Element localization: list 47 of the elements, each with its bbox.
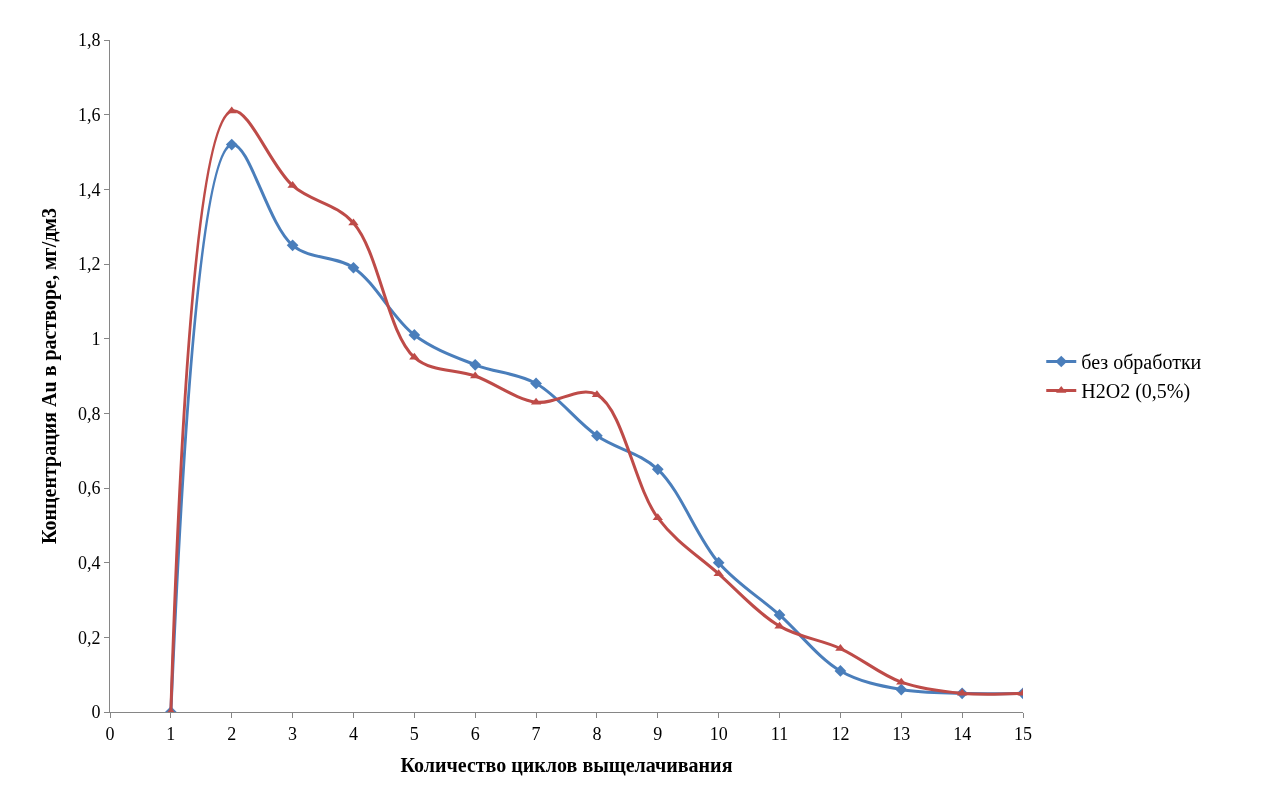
point xyxy=(713,569,724,577)
point xyxy=(286,239,299,252)
x-tick-label: 10 xyxy=(709,723,728,744)
point xyxy=(834,665,847,677)
y-tick-label: 0,2 xyxy=(77,627,101,648)
x-axis-title: Количество циклов выщелачивания xyxy=(400,754,733,777)
point xyxy=(652,513,663,521)
point xyxy=(348,218,359,226)
y-tick-label: 0,6 xyxy=(77,478,101,499)
x-tick-label: 2 xyxy=(227,723,237,744)
point xyxy=(408,329,421,341)
x-tick-label: 4 xyxy=(348,723,358,744)
y-tick-label: 1,4 xyxy=(77,179,101,200)
y-tick-label: 0 xyxy=(91,702,101,723)
y-tick-label: 1,6 xyxy=(77,104,101,125)
legend-label: без обработки xyxy=(1081,351,1202,375)
point xyxy=(591,429,603,442)
y-tick-label: 0,8 xyxy=(77,403,101,424)
y-tick-label: 1 xyxy=(91,328,101,349)
point xyxy=(530,377,542,390)
x-tick-label: 1 xyxy=(166,723,176,744)
x-tick-label: 13 xyxy=(892,723,911,744)
legend-label: H2O2 (0,5%) xyxy=(1081,380,1191,404)
x-tick-label: 12 xyxy=(831,723,850,744)
point xyxy=(469,358,482,371)
point xyxy=(226,106,237,114)
point xyxy=(409,352,420,360)
x-tick-label: 15 xyxy=(1014,723,1032,744)
point xyxy=(347,261,360,274)
point xyxy=(651,463,664,476)
point xyxy=(895,683,908,696)
y-tick-label: 1,2 xyxy=(77,254,101,275)
x-tick-label: 3 xyxy=(288,723,298,744)
y-tick-label: 1,8 xyxy=(77,30,101,51)
y-axis-title: Концентрация Au в растворе, мг/дм3 xyxy=(38,208,62,544)
point xyxy=(773,609,786,621)
y-tick-label: 0,4 xyxy=(77,552,101,573)
point xyxy=(712,556,725,569)
x-tick-label: 6 xyxy=(470,723,480,744)
x-tick-label: 11 xyxy=(770,723,789,744)
x-tick-label: 0 xyxy=(105,723,115,744)
x-tick-label: 14 xyxy=(953,723,972,744)
point xyxy=(225,138,238,151)
x-tick-label: 5 xyxy=(409,723,419,744)
x-tick-label: 7 xyxy=(531,723,541,744)
x-tick-label: 9 xyxy=(653,723,663,744)
x-tick-label: 8 xyxy=(592,723,602,744)
